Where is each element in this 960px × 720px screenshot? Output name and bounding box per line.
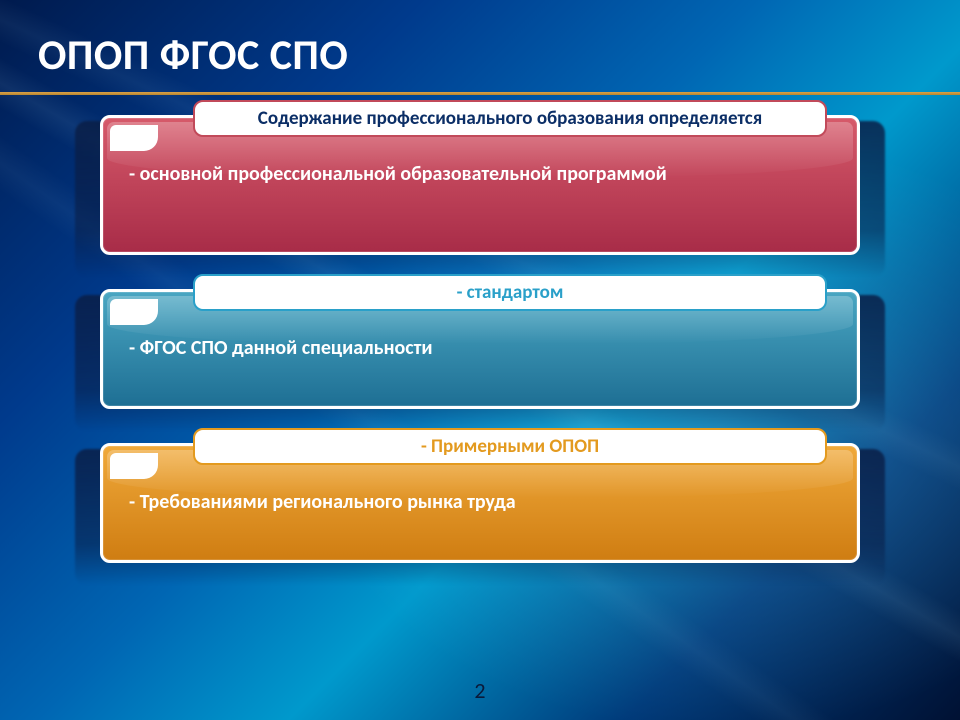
page-number: 2 [0,677,960,704]
panel-1: Содержание профессионального образования… [100,115,860,255]
slide: ОПОП ФГОС СПО Содержание профессионально… [0,0,960,720]
panel-body-text: - Требованиями регионального рынка труда [129,490,831,515]
panel-header-pill: - Примерными ОПОП [193,428,827,465]
panel-header-pill: Содержание профессионального образования… [193,100,827,137]
panel-header-pill: - стандартом [193,274,827,311]
panels-container: Содержание профессионального образования… [100,115,860,563]
panel-header-text: - Примерными ОПОП [421,435,599,458]
panel-3: - Примерными ОПОП - Требованиями региона… [100,443,860,563]
panel-2: - стандартом - ФГОС СПО данной специальн… [100,289,860,409]
panel-header-text: Содержание профессионального образования… [258,107,762,130]
title-rule [0,92,960,95]
slide-title: ОПОП ФГОС СПО [38,30,348,81]
panel-body-text: - основной профессиональной образователь… [129,162,831,187]
panel-header-text: - стандартом [457,281,564,304]
panel-box: Содержание профессионального образования… [100,115,860,255]
panel-box: - Примерными ОПОП - Требованиями региона… [100,443,860,563]
panel-body-text: - ФГОС СПО данной специальности [129,336,831,361]
panel-box: - стандартом - ФГОС СПО данной специальн… [100,289,860,409]
